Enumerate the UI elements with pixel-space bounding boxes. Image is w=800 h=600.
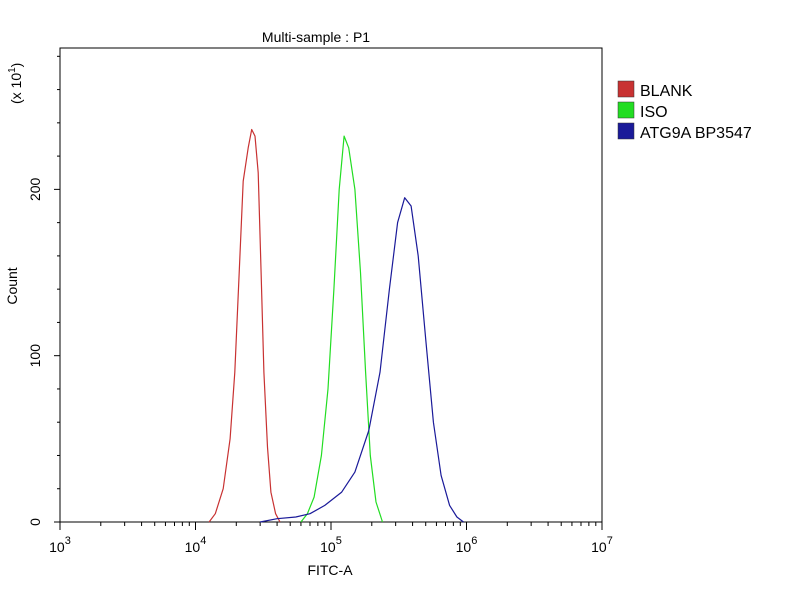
series-line-atg9a-bp3547 [259,197,464,523]
x-tick-label: 105 [320,535,342,555]
series-line-blank [208,128,281,523]
plot-frame [59,47,603,523]
y-tick-label: 200 [27,177,43,201]
series-layer [208,128,464,523]
y-tick-label: 0 [27,518,43,526]
legend-swatch [617,80,635,98]
x-tick-label: 107 [591,535,613,555]
chart-title: Multi-sample : P1 [262,29,370,45]
x-axis-label: FITC-A [307,562,353,578]
legend-swatch [617,122,635,140]
legend-label: BLANK [640,83,693,100]
x-tick-label: 106 [456,535,478,555]
x-tick-label: 104 [185,535,207,555]
y-multiplier-label: (x 101) [7,63,24,104]
legend-label: ISO [640,104,668,121]
legend-swatch [617,101,635,119]
axis-ticks: 103 104 105 106 107 0 100 200 [27,55,613,555]
y-tick-label: 100 [27,344,43,368]
x-tick-label: 103 [49,535,71,555]
y-axis-label: Count [4,267,20,304]
legend: BLANK ISO ATG9A BP3547 [617,80,752,142]
legend-label: ATG9A BP3547 [640,125,752,142]
series-line-iso [300,135,384,523]
